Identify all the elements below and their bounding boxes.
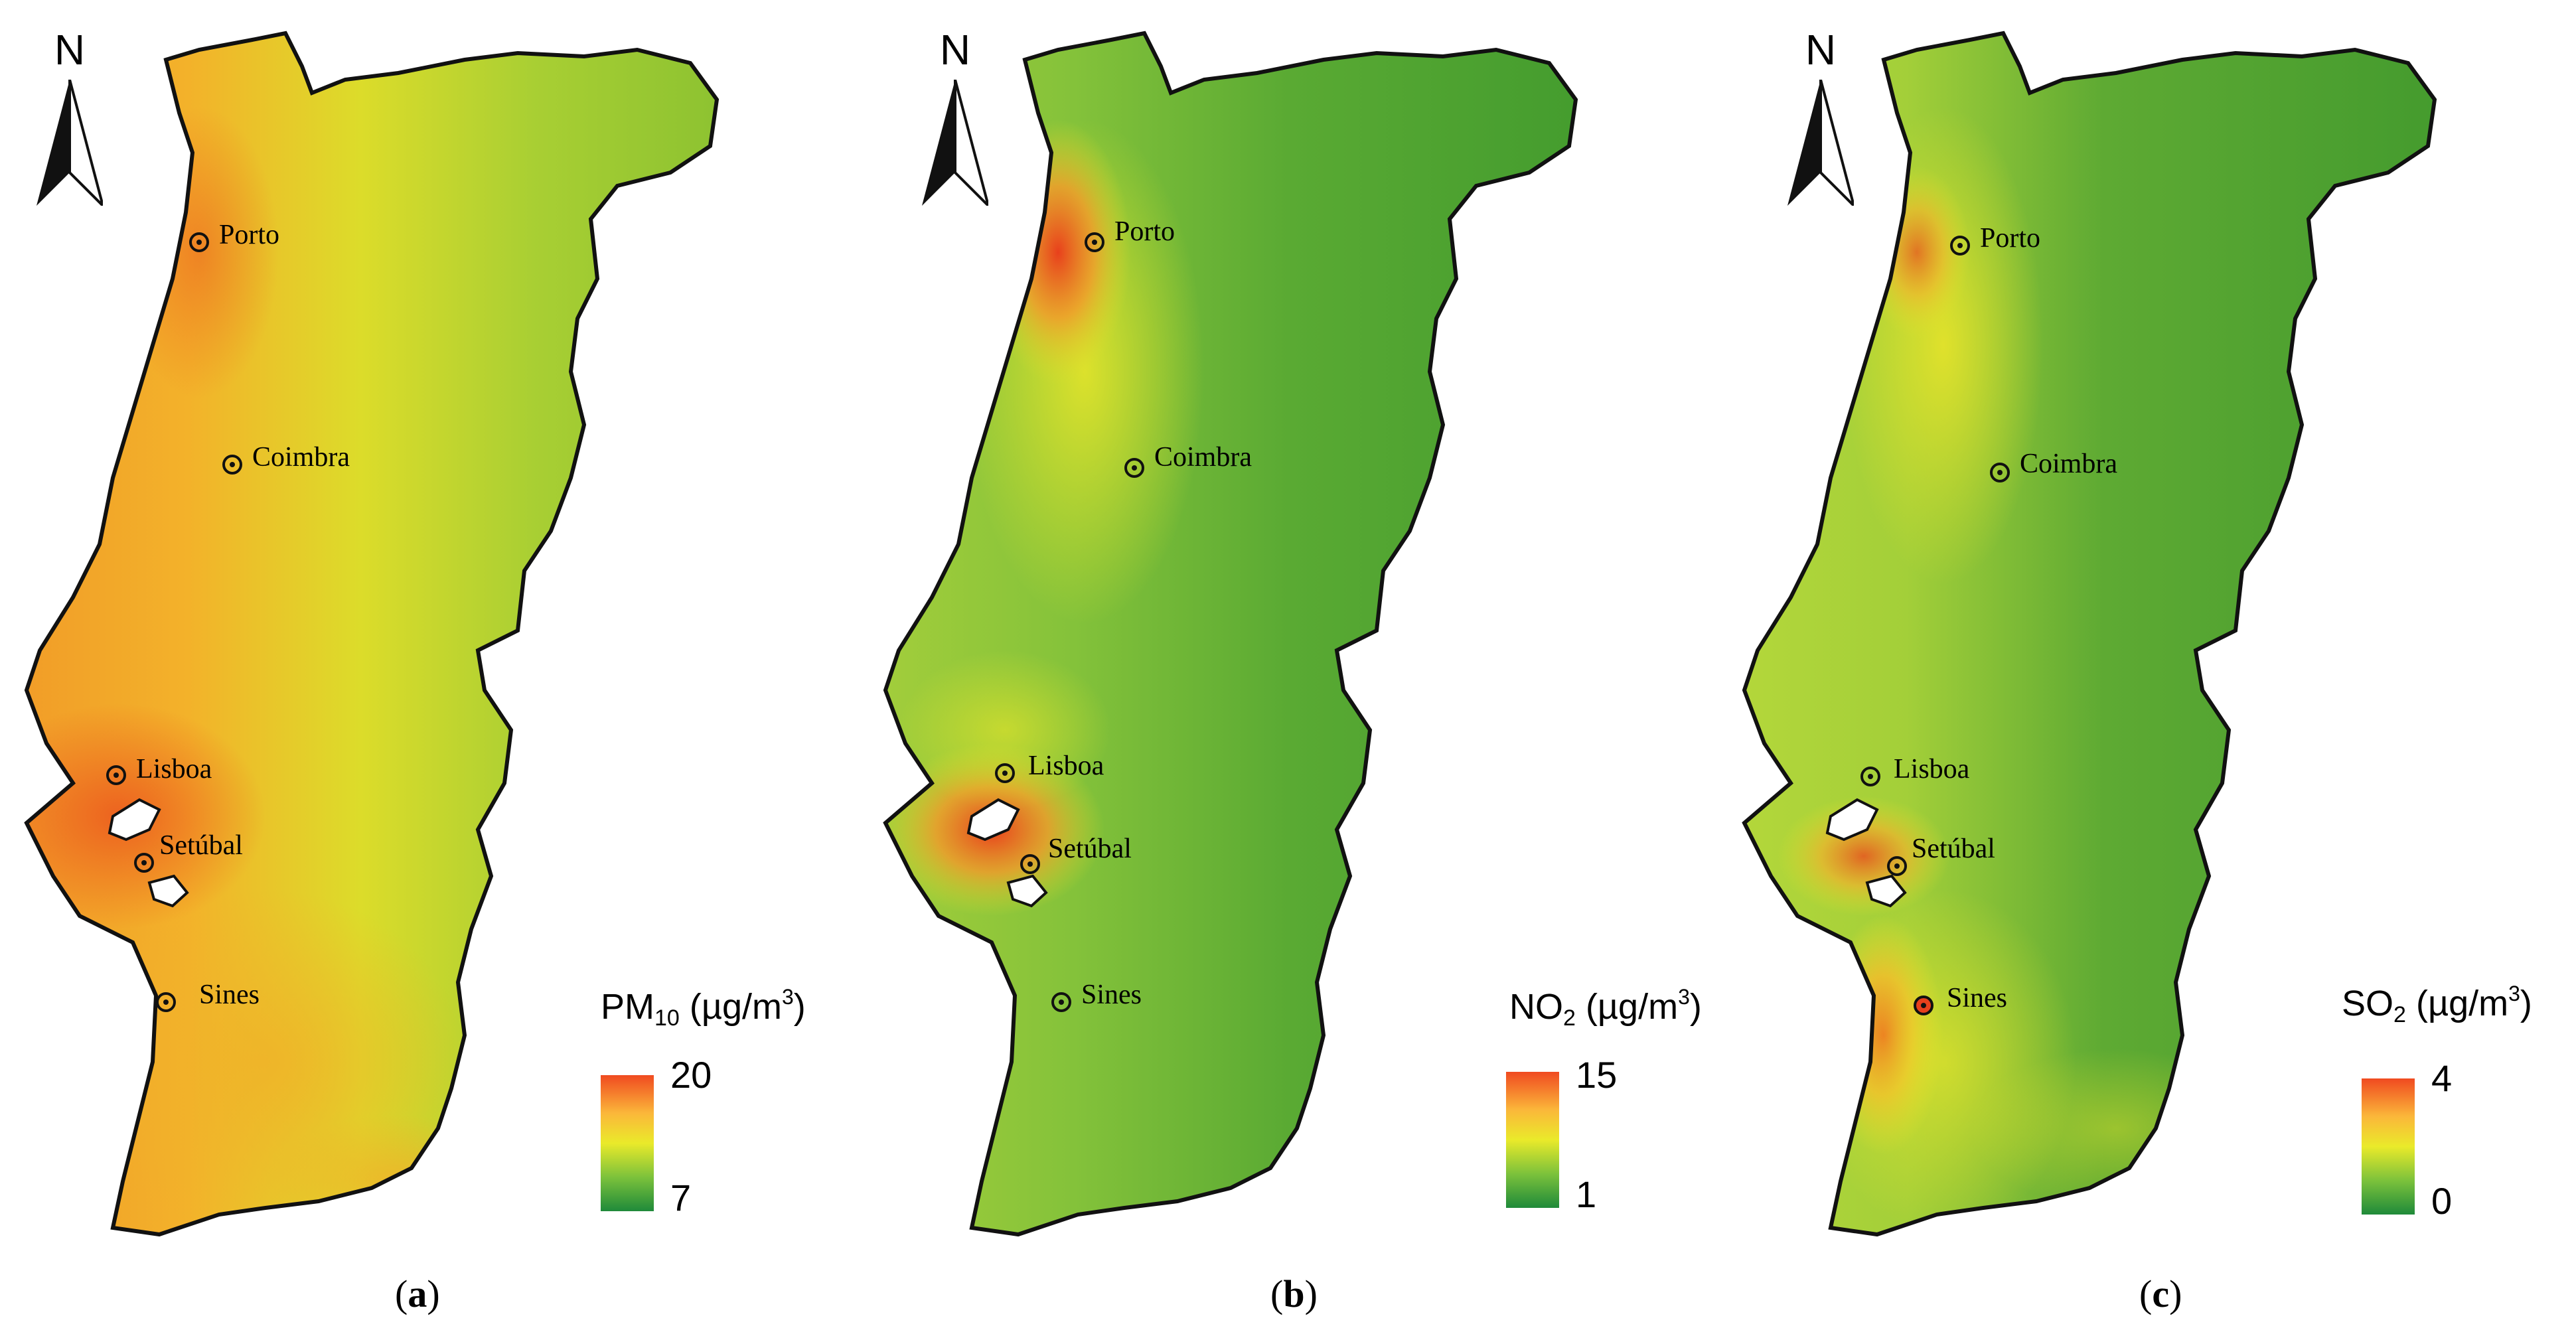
city-label-setubal: Setúbal xyxy=(1912,834,1995,864)
portugal-map-so2 xyxy=(1718,0,2576,1330)
city-label-porto: Porto xyxy=(1114,216,1175,247)
city-marker-sines xyxy=(1914,996,1933,1015)
north-label: N xyxy=(939,26,971,74)
city-label-lisboa: Lisboa xyxy=(1894,754,1970,784)
legend-max: 4 xyxy=(2431,1057,2453,1099)
city-label-sines: Sines xyxy=(1081,980,1142,1010)
city-label-sines: Sines xyxy=(199,980,260,1010)
north-label: N xyxy=(54,26,86,74)
north-label: N xyxy=(1805,26,1837,74)
city-marker-setubal xyxy=(1020,854,1040,874)
legend-title: PM10 (µg/m3) xyxy=(601,985,806,1031)
legend-min: 1 xyxy=(1576,1173,1597,1215)
city-marker-sines xyxy=(156,992,176,1012)
legend-title: NO2 (µg/m3) xyxy=(1509,985,1702,1031)
legend-color-bar xyxy=(1506,1072,1559,1208)
legend-max: 20 xyxy=(670,1054,712,1096)
city-label-setubal: Setúbal xyxy=(1048,834,1132,864)
city-label-porto: Porto xyxy=(219,220,280,250)
city-marker-porto xyxy=(189,232,209,252)
legend-color-bar xyxy=(601,1075,654,1211)
legend-title: SO2 (µg/m3) xyxy=(2342,982,2532,1027)
north-arrow-icon: N xyxy=(912,27,998,206)
city-marker-coimbra xyxy=(1124,458,1144,478)
city-marker-lisboa xyxy=(106,765,126,785)
portugal-map-pm10 xyxy=(0,0,859,1330)
portugal-map-no2 xyxy=(859,0,1718,1330)
city-label-coimbra: Coimbra xyxy=(2020,449,2117,479)
north-arrow-icon: N xyxy=(27,27,113,206)
city-label-porto: Porto xyxy=(1980,223,2041,254)
city-label-coimbra: Coimbra xyxy=(1154,442,1252,473)
map-panel-no2: N Porto Coimbra Lisboa Setúbal Sines NO2… xyxy=(859,0,1718,1330)
city-marker-lisboa xyxy=(1860,767,1880,786)
city-marker-coimbra xyxy=(1990,463,2010,482)
city-marker-setubal xyxy=(1887,856,1907,876)
city-marker-sines xyxy=(1051,992,1071,1012)
caption-c: (c) xyxy=(2139,1272,2182,1315)
city-label-lisboa: Lisboa xyxy=(1028,751,1104,781)
city-label-coimbra: Coimbra xyxy=(252,442,350,473)
city-marker-coimbra xyxy=(222,455,242,475)
city-label-sines: Sines xyxy=(1947,983,2008,1013)
city-label-setubal: Setúbal xyxy=(159,830,243,861)
legend-min: 0 xyxy=(2431,1180,2453,1222)
north-arrow-icon: N xyxy=(1778,27,1864,206)
caption-a: (a) xyxy=(395,1272,440,1315)
legend-min: 7 xyxy=(670,1177,692,1219)
city-label-lisboa: Lisboa xyxy=(136,754,212,784)
map-panel-pm10: N Porto Coimbra Lisboa Setúbal Sines PM1… xyxy=(0,0,859,1330)
city-marker-porto xyxy=(1085,232,1104,252)
legend-color-bar xyxy=(2362,1078,2415,1215)
city-marker-setubal xyxy=(134,853,154,873)
legend-max: 15 xyxy=(1576,1054,1618,1096)
map-panel-so2: N Porto Coimbra Lisboa Setúbal Sines SO2… xyxy=(1718,0,2576,1330)
caption-b: (b) xyxy=(1270,1272,1318,1315)
city-marker-porto xyxy=(1950,236,1970,256)
city-marker-lisboa xyxy=(995,763,1015,783)
